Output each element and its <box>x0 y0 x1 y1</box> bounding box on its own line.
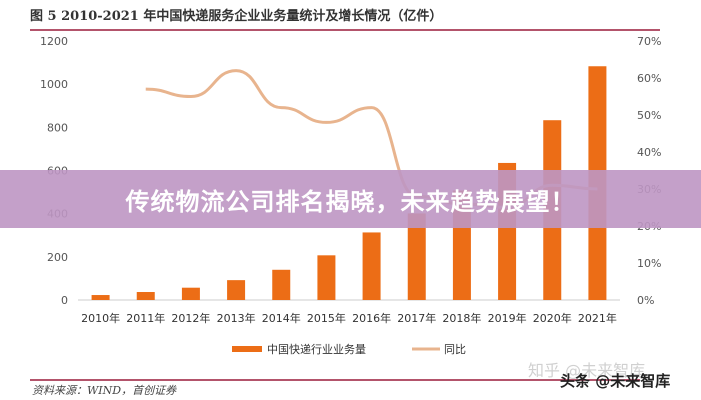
bar-2015年 <box>317 255 336 300</box>
watermark-toutiao: 头条 @未来智库 <box>560 372 671 390</box>
bar-2013年 <box>227 280 246 300</box>
watermark-zhihu: 知乎 @未来智库 <box>528 361 646 380</box>
x-tick-label: 2019年 <box>488 311 527 325</box>
x-tick-label: 2018年 <box>442 311 481 325</box>
bar-2016年 <box>362 232 381 300</box>
left-tick-label: 800 <box>47 121 68 134</box>
x-tick-label: 2014年 <box>262 311 301 325</box>
right-tick-label: 10% <box>637 257 661 270</box>
headline-banner: 传统物流公司排名揭晓，未来趋势展望！ <box>0 170 701 228</box>
right-tick-label: 40% <box>637 146 661 159</box>
x-tick-label: 2010年 <box>81 311 120 325</box>
right-tick-label: 60% <box>637 72 661 85</box>
x-tick-label: 2011年 <box>126 311 165 325</box>
chart-title: 图 5 2010-2021 年中国快递服务企业业务量统计及增长情况（亿件） <box>30 9 443 24</box>
x-tick-label: 2013年 <box>217 311 256 325</box>
left-tick-label: 0 <box>61 294 68 307</box>
bar-2011年 <box>136 292 155 300</box>
right-tick-label: 70% <box>637 35 661 48</box>
bar-2010年 <box>91 295 110 300</box>
x-tick-label: 2015年 <box>307 311 346 325</box>
right-tick-label: 0% <box>637 294 654 307</box>
x-tick-label: 2021年 <box>578 311 617 325</box>
x-tick-label: 2020年 <box>533 311 572 325</box>
legend-swatch-volume <box>232 346 262 352</box>
legend-label-volume: 中国快递行业业务量 <box>267 342 366 356</box>
bar-2017年 <box>407 213 426 300</box>
x-tick-label: 2017年 <box>397 311 436 325</box>
headline-text: 传统物流公司排名揭晓，未来趋势展望！ <box>125 187 576 216</box>
x-tick-label: 2012年 <box>171 311 210 325</box>
left-tick-label: 1200 <box>40 35 68 48</box>
left-tick-label: 1000 <box>40 78 68 91</box>
bar-2012年 <box>181 287 200 300</box>
legend-label-yoy: 同比 <box>444 343 466 356</box>
right-tick-label: 50% <box>637 109 661 122</box>
bar-2014年 <box>272 269 291 300</box>
left-tick-label: 200 <box>47 251 68 264</box>
x-tick-label: 2016年 <box>352 311 391 325</box>
source-note: 资料来源：WIND，首创证券 <box>32 384 177 397</box>
